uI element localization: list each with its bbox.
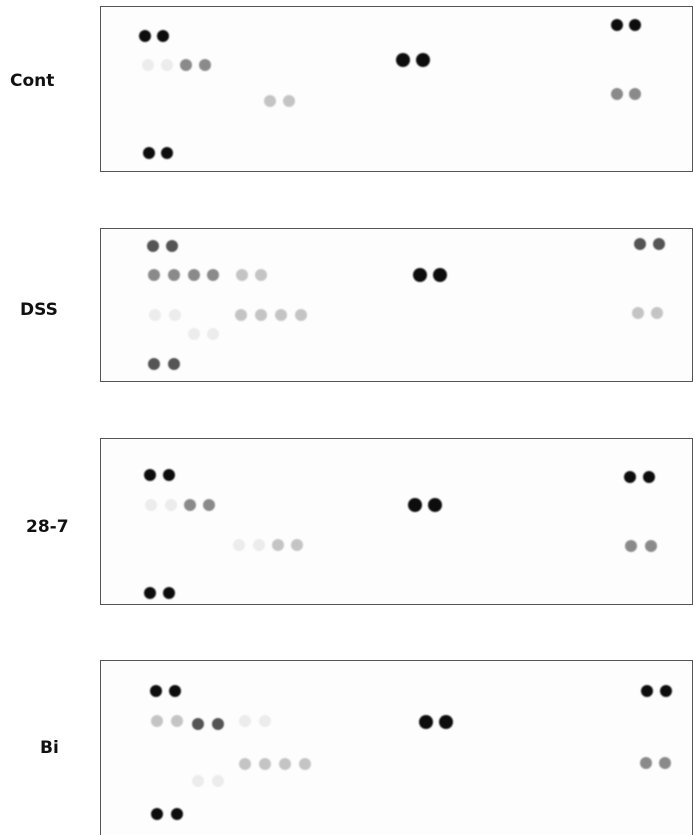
dot bbox=[161, 147, 173, 159]
dot bbox=[632, 307, 644, 319]
dot bbox=[428, 498, 442, 512]
dot bbox=[180, 59, 192, 71]
blot-panel bbox=[101, 229, 693, 382]
dot bbox=[299, 758, 311, 770]
dot bbox=[148, 358, 160, 370]
dot bbox=[624, 471, 636, 483]
dot bbox=[259, 758, 271, 770]
dot bbox=[168, 269, 180, 281]
dot bbox=[439, 715, 453, 729]
dot bbox=[416, 53, 430, 67]
dot bbox=[151, 808, 163, 820]
dot bbox=[151, 715, 163, 727]
dot bbox=[165, 499, 177, 511]
dot bbox=[253, 539, 265, 551]
dot bbox=[192, 775, 204, 787]
dot bbox=[629, 19, 641, 31]
dot bbox=[168, 358, 180, 370]
dot bbox=[169, 685, 181, 697]
dot bbox=[255, 269, 267, 281]
blot-panel bbox=[101, 439, 693, 605]
dot bbox=[188, 269, 200, 281]
dot bbox=[433, 268, 447, 282]
dot bbox=[264, 95, 276, 107]
dot bbox=[611, 88, 623, 100]
dot bbox=[640, 757, 652, 769]
dot bbox=[150, 685, 162, 697]
dot bbox=[279, 758, 291, 770]
dot bbox=[634, 238, 646, 250]
dot bbox=[233, 539, 245, 551]
dot bbox=[207, 269, 219, 281]
dot bbox=[660, 685, 672, 697]
dot bbox=[659, 757, 671, 769]
dot bbox=[653, 238, 665, 250]
dot bbox=[419, 715, 433, 729]
dot bbox=[283, 95, 295, 107]
dot bbox=[199, 59, 211, 71]
dot bbox=[169, 309, 181, 321]
dot bbox=[207, 328, 219, 340]
dot bbox=[145, 499, 157, 511]
dot bbox=[413, 268, 427, 282]
dot bbox=[212, 718, 224, 730]
dot bbox=[625, 540, 637, 552]
dot bbox=[396, 53, 410, 67]
dot bbox=[149, 309, 161, 321]
dot bbox=[163, 469, 175, 481]
dot bbox=[651, 307, 663, 319]
dot bbox=[641, 685, 653, 697]
dot bbox=[643, 471, 655, 483]
dot bbox=[645, 540, 657, 552]
dot bbox=[144, 587, 156, 599]
blot-panel bbox=[101, 7, 693, 172]
dot bbox=[148, 269, 160, 281]
dot bbox=[235, 309, 247, 321]
dot bbox=[142, 59, 154, 71]
dot bbox=[239, 715, 251, 727]
dot bbox=[295, 309, 307, 321]
dot bbox=[629, 88, 641, 100]
dot bbox=[144, 469, 156, 481]
panel-label: DSS bbox=[20, 300, 58, 320]
panel-label: 28-7 bbox=[26, 517, 69, 537]
figure: Cont DSS 28-7 Bi bbox=[0, 0, 694, 835]
dot bbox=[291, 539, 303, 551]
dot bbox=[139, 30, 151, 42]
dot bbox=[147, 240, 159, 252]
dot bbox=[275, 309, 287, 321]
dot bbox=[188, 328, 200, 340]
dot bbox=[184, 499, 196, 511]
blot-panel bbox=[101, 661, 693, 835]
dot bbox=[163, 587, 175, 599]
dot bbox=[157, 30, 169, 42]
dot bbox=[611, 19, 623, 31]
dot bbox=[239, 758, 251, 770]
dot bbox=[236, 269, 248, 281]
dot bbox=[192, 718, 204, 730]
dot bbox=[259, 715, 271, 727]
dot bbox=[143, 147, 155, 159]
dot bbox=[166, 240, 178, 252]
dot bbox=[171, 808, 183, 820]
dot bbox=[171, 715, 183, 727]
dot bbox=[272, 539, 284, 551]
panel-label: Bi bbox=[40, 738, 59, 758]
dot bbox=[203, 499, 215, 511]
dot bbox=[212, 775, 224, 787]
dot bbox=[161, 59, 173, 71]
panel-label: Cont bbox=[10, 71, 54, 91]
dot bbox=[255, 309, 267, 321]
dot bbox=[408, 498, 422, 512]
